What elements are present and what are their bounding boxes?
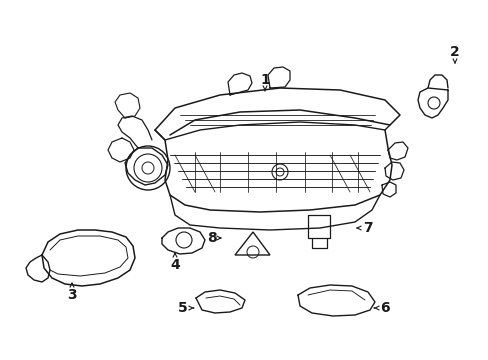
Text: 8: 8 xyxy=(207,231,217,245)
Text: 3: 3 xyxy=(67,288,77,302)
Text: 1: 1 xyxy=(260,73,269,87)
Text: 6: 6 xyxy=(379,301,389,315)
Text: 7: 7 xyxy=(363,221,372,235)
Text: 2: 2 xyxy=(449,45,459,59)
Text: 5: 5 xyxy=(178,301,187,315)
Text: 4: 4 xyxy=(170,258,180,272)
